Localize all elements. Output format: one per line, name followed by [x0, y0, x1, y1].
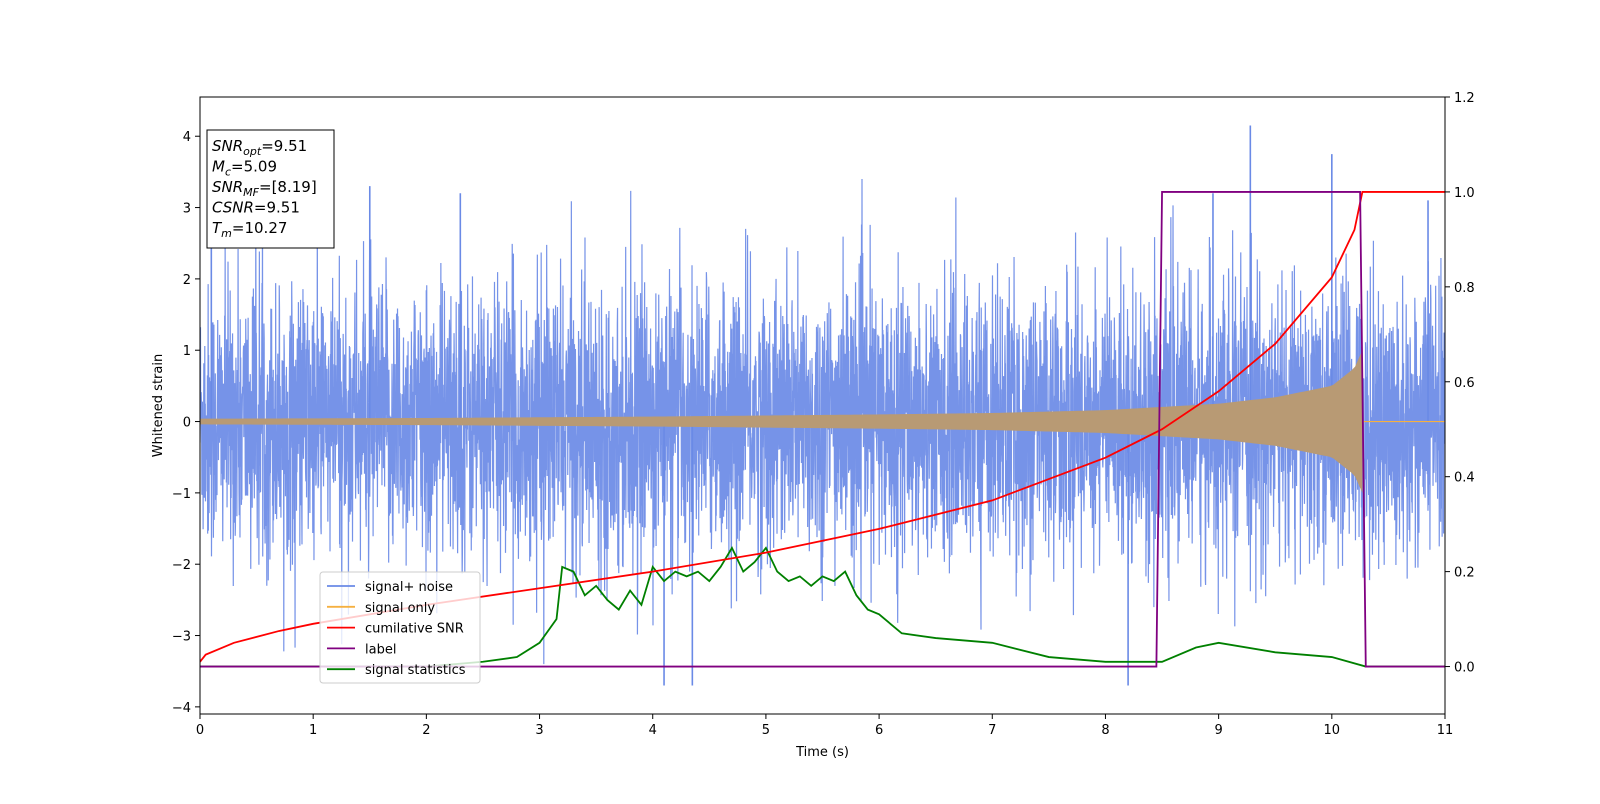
info-line-4: Tm=10.27	[212, 219, 287, 240]
series-signal-only-envelope	[200, 350, 1363, 493]
plot-content	[200, 125, 1445, 686]
legend-label-4: signal statistics	[365, 663, 466, 678]
info-line-2-symbol: SNR	[212, 178, 243, 196]
legend-label-1: signal only	[365, 601, 435, 616]
y-right-tick-label-0: 0.0	[1454, 661, 1475, 676]
legend: signal+ noise signal only cumilative SNR la…	[319, 571, 481, 684]
y-right-tick-label-1: 0.2	[1454, 566, 1475, 581]
x-tick-label-3: 3	[535, 723, 543, 738]
y-right-tick-label-4: 0.8	[1454, 281, 1475, 296]
info-line-0: SNRopt=9.51	[212, 137, 307, 158]
y-right-tick-label-3: 0.6	[1454, 376, 1475, 391]
x-tick-label-7: 7	[988, 723, 996, 738]
legend-label-0: signal+ noise	[365, 580, 453, 595]
legend-label-3: label	[365, 642, 396, 657]
info-line-0-subscript: opt	[243, 145, 262, 158]
info-line-2: SNRMF=[8.19]	[212, 178, 317, 199]
x-tick-label-1: 1	[309, 723, 317, 738]
x-tick-label-10: 10	[1324, 723, 1341, 738]
series-cumulative-snr-line	[200, 191, 1445, 663]
y-right-tick-label-2: 0.4	[1454, 471, 1475, 486]
series-label-line	[200, 191, 1445, 668]
x-tick-label-6: 6	[875, 723, 883, 738]
y-left-tick-label-5: 1	[183, 344, 191, 359]
y-left-tick-label-0: −4	[172, 701, 191, 716]
x-tick-label-8: 8	[1101, 723, 1109, 738]
info-line-2-value: =[8.19]	[259, 178, 317, 196]
y-left-tick-label-1: −3	[172, 630, 191, 645]
y-left-tick-label-2: −2	[172, 558, 191, 573]
info-box: SNRopt=9.51Mc=5.09SNRMF=[8.19]CSNR=9.51T…	[206, 129, 335, 249]
x-tick-label-9: 9	[1214, 723, 1222, 738]
info-line-1-subscript: c	[225, 166, 231, 179]
x-axis-label: Time (s)	[795, 745, 849, 760]
series-signal-statistics-line	[200, 545, 1445, 668]
info-line-4-subscript: m	[221, 227, 232, 240]
plot-frame	[199, 96, 1446, 715]
y-axis-label: Whitened strain	[151, 354, 166, 457]
info-line-3: CSNR=9.51	[212, 199, 300, 217]
y-left-tick-label-4: 0	[183, 416, 191, 431]
legend-label-2: cumilative SNR	[365, 622, 464, 637]
info-line-4-value: =10.27	[232, 219, 288, 237]
info-line-4-symbol: T	[212, 219, 223, 237]
info-line-3-symbol: CSNR	[212, 199, 254, 217]
y-left-tick-label-6: 2	[183, 273, 191, 288]
x-tick-label-11: 11	[1437, 723, 1454, 738]
legend-frame	[319, 571, 481, 684]
info-box-frame	[206, 129, 335, 249]
info-line-0-symbol: SNR	[212, 137, 243, 155]
info-line-1-value: =5.09	[231, 158, 277, 176]
y-left-tick-label-8: 4	[183, 130, 191, 145]
y-right-tick-label-5: 1.0	[1454, 186, 1475, 201]
x-tick-label-2: 2	[422, 723, 430, 738]
info-line-3-value: =9.51	[254, 199, 300, 217]
info-line-1: Mc=5.09	[212, 158, 277, 179]
x-tick-label-0: 0	[196, 723, 204, 738]
info-line-0-value: =9.51	[261, 137, 307, 155]
y-left-tick-label-7: 3	[183, 202, 191, 217]
y-right-tick-label-6: 1.2	[1454, 91, 1475, 106]
series-signal-noise-line	[200, 179, 1445, 665]
x-tick-label-5: 5	[762, 723, 770, 738]
info-line-2-subscript: MF	[243, 186, 259, 199]
x-tick-label-4: 4	[649, 723, 657, 738]
y-left-tick-label-3: −1	[172, 487, 191, 502]
info-line-1-symbol: M	[212, 158, 225, 176]
